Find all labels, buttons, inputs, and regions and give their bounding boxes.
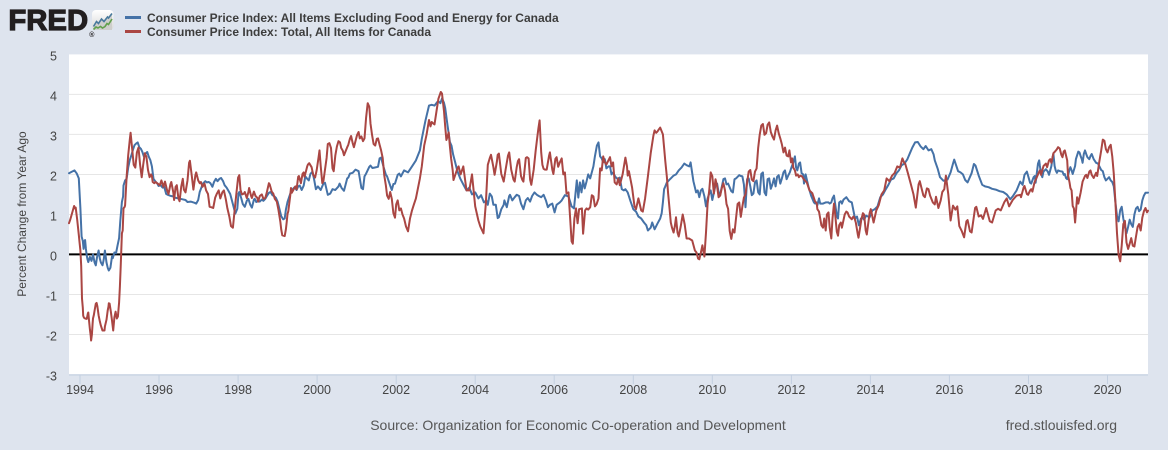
svg-text:-3: -3 [46, 370, 57, 384]
svg-text:fred.stlouisfed.org: fred.stlouisfed.org [1006, 417, 1117, 433]
svg-text:2020: 2020 [1094, 383, 1122, 397]
svg-text:5: 5 [50, 49, 57, 63]
svg-text:Percent Change from Year Ago: Percent Change from Year Ago [15, 131, 29, 297]
svg-text:2012: 2012 [777, 383, 805, 397]
svg-text:-2: -2 [46, 330, 57, 344]
svg-text:2016: 2016 [935, 383, 963, 397]
svg-text:0: 0 [50, 250, 57, 264]
svg-text:2014: 2014 [856, 383, 884, 397]
svg-text:2018: 2018 [1015, 383, 1043, 397]
svg-text:3: 3 [50, 129, 57, 143]
svg-text:4: 4 [50, 89, 57, 103]
svg-text:2008: 2008 [619, 383, 647, 397]
svg-text:1: 1 [50, 210, 57, 224]
svg-text:1994: 1994 [66, 383, 94, 397]
svg-text:2010: 2010 [698, 383, 726, 397]
svg-text:2: 2 [50, 169, 57, 183]
svg-text:2004: 2004 [461, 383, 489, 397]
svg-text:1998: 1998 [224, 383, 252, 397]
svg-text:2002: 2002 [382, 383, 410, 397]
svg-text:-1: -1 [46, 290, 57, 304]
svg-text:2006: 2006 [540, 383, 568, 397]
svg-text:1996: 1996 [145, 383, 173, 397]
svg-text:2000: 2000 [303, 383, 331, 397]
svg-text:Source: Organization for Econo: Source: Organization for Economic Co-ope… [370, 417, 786, 433]
